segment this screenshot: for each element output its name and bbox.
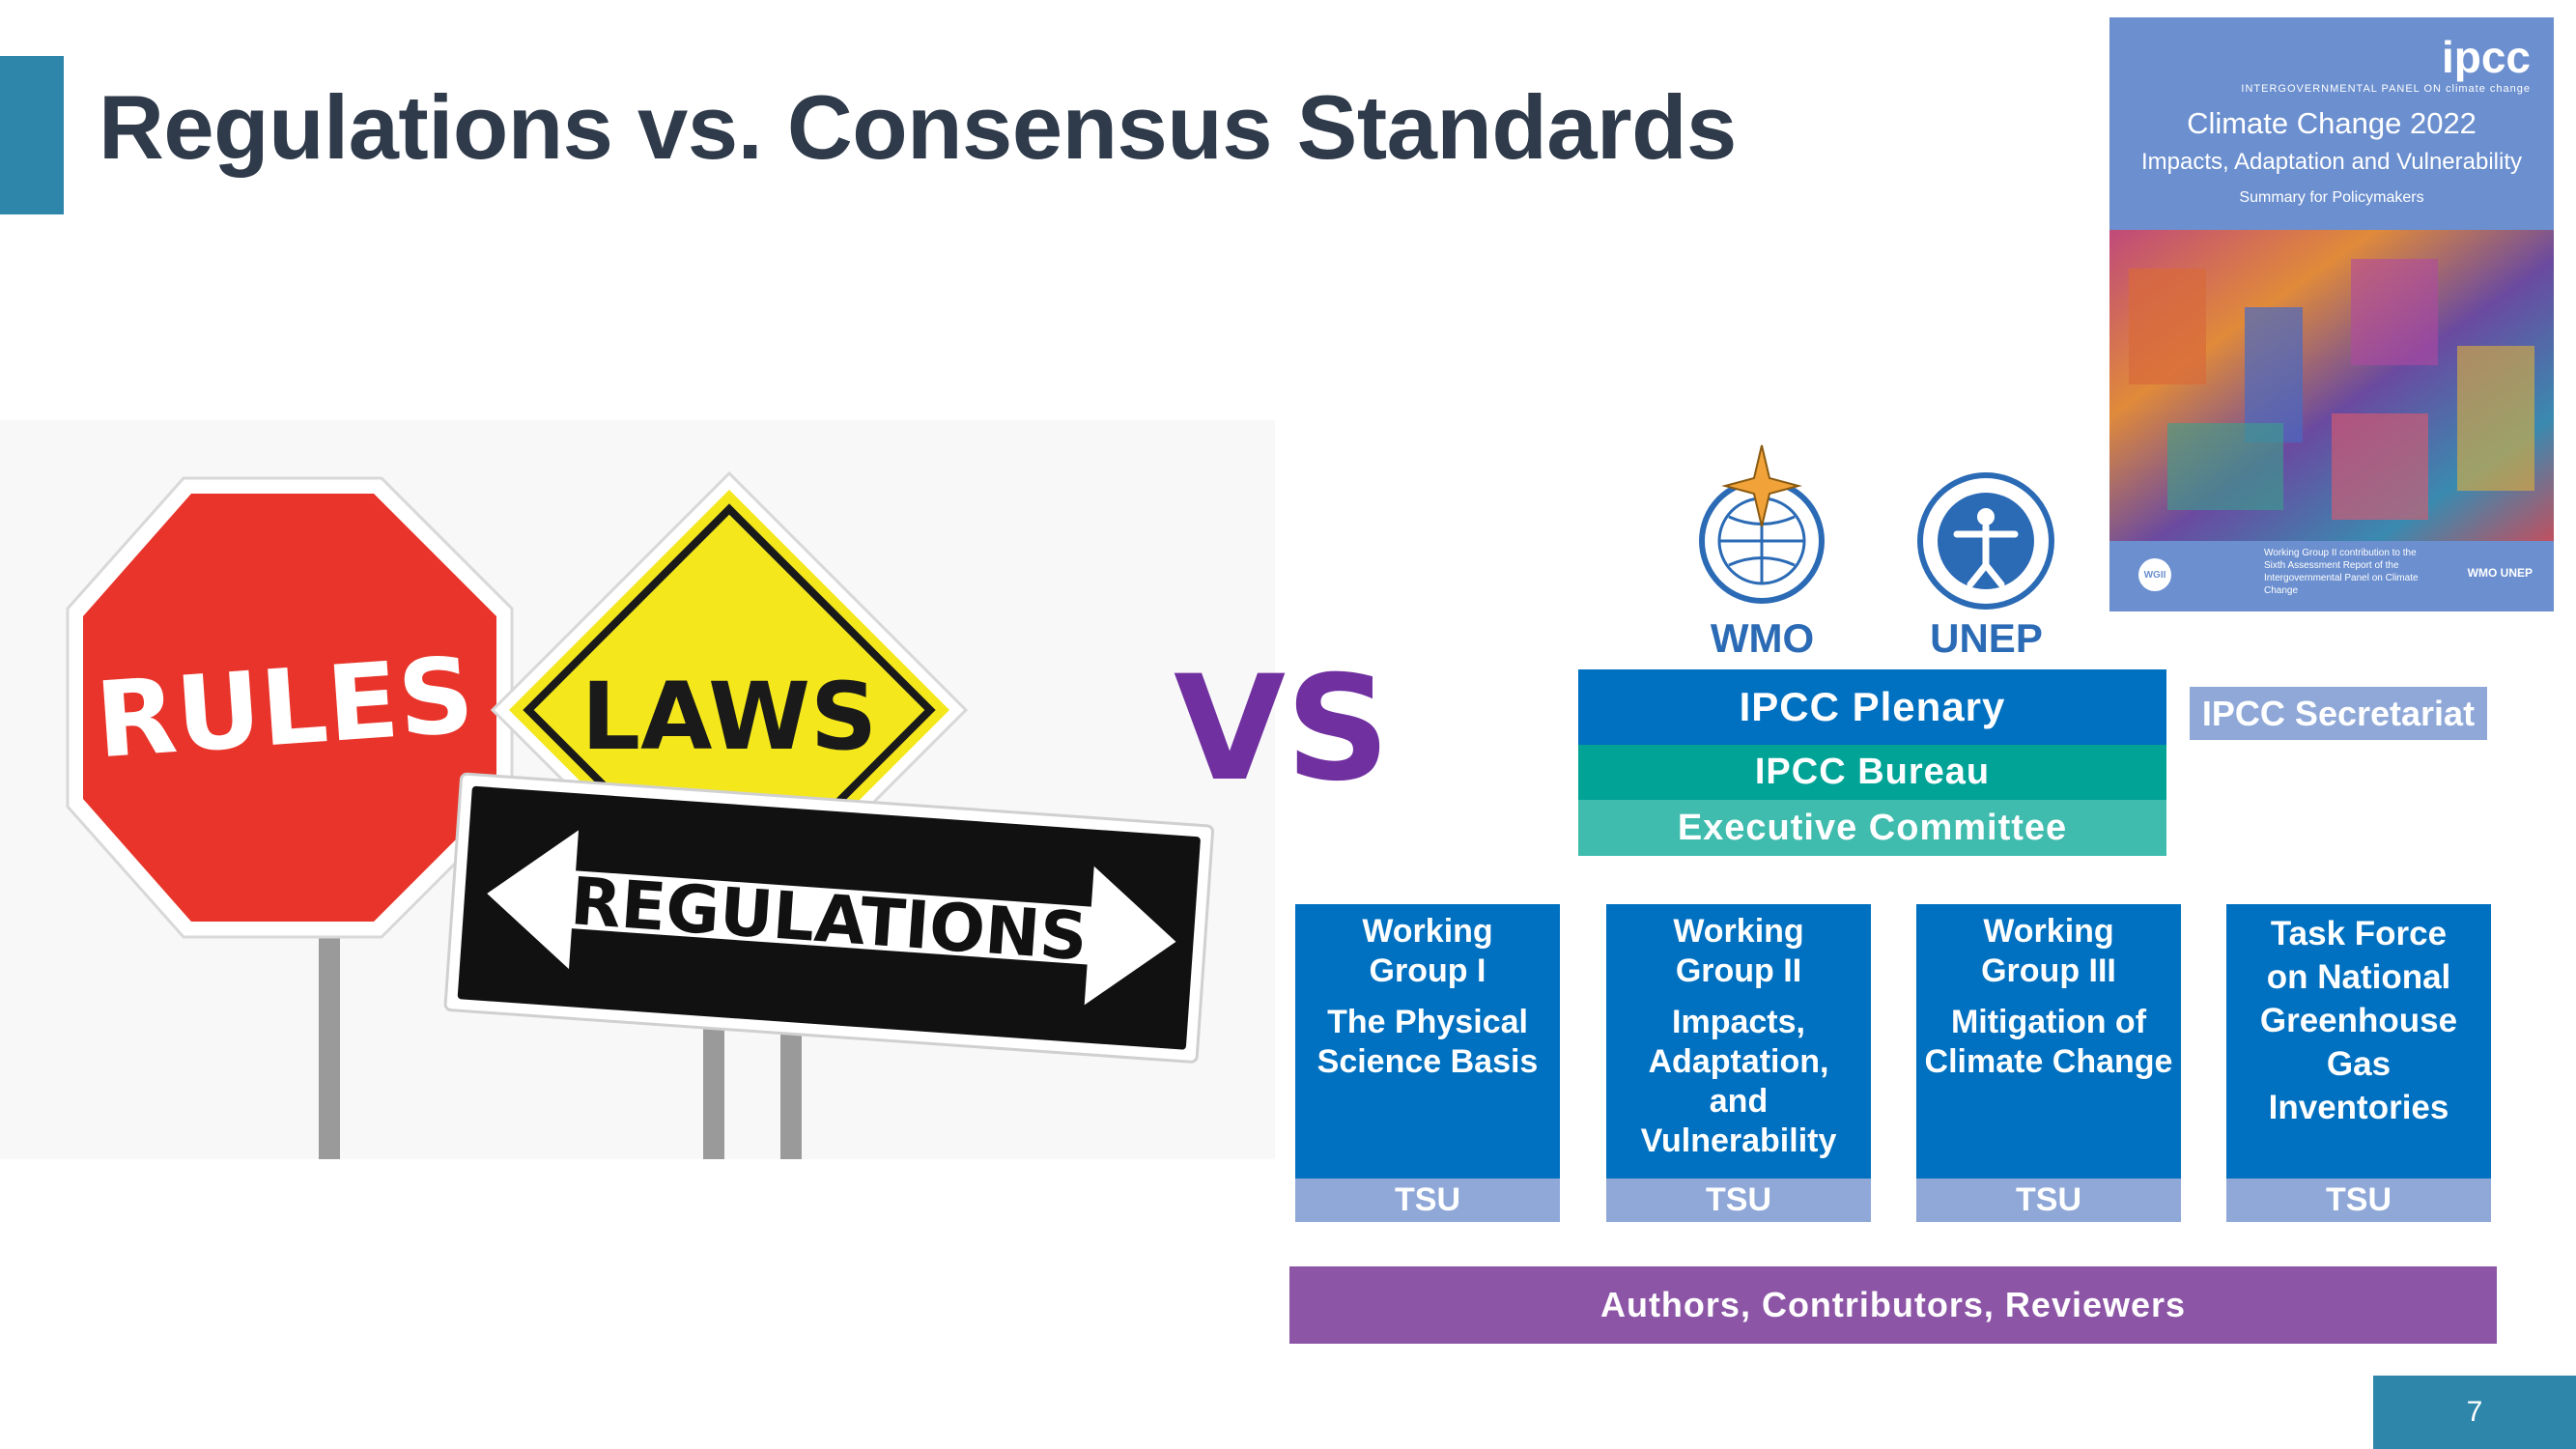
- unep-emblem-icon: [1917, 472, 2054, 610]
- wg-name: Working Group II: [1673, 913, 1804, 989]
- wmo-label: WMO: [1710, 615, 1815, 661]
- tsu-box: TSU: [1606, 1179, 1871, 1222]
- cover-artwork: [2109, 230, 2554, 541]
- regulations-sign: REGULATIONS: [443, 772, 1215, 1064]
- ipcc-secretariat: IPCC Secretariat: [2190, 687, 2487, 740]
- wmo-logo: WMO: [1673, 440, 1852, 662]
- vs-label: VS: [1174, 645, 1391, 813]
- wg-name: Working Group III: [1981, 913, 2116, 989]
- cover-spm: Summary for Policymakers: [2239, 189, 2424, 206]
- cover-partner-logos: WMO UNEP: [2467, 566, 2533, 580]
- laws-text: LAWS: [581, 663, 877, 771]
- authors-contributors-reviewers: Authors, Contributors, Reviewers: [1289, 1266, 2497, 1344]
- wg-name: Working Group I: [1362, 913, 1493, 989]
- tsu-box: TSU: [1295, 1179, 1560, 1222]
- working-group-3: Working Group III Mitigation of Climate …: [1916, 904, 2181, 1179]
- rules-text: RULES: [92, 636, 477, 782]
- ipcc-plenary: IPCC Plenary: [1578, 669, 2166, 745]
- cover-footer: Working Group II contribution to the Six…: [2264, 548, 2419, 596]
- title-accent-bar: [0, 56, 64, 214]
- tsu-box: TSU: [2226, 1179, 2491, 1222]
- rules-pole: [319, 874, 340, 1159]
- ipcc-logo: ipcc: [2441, 32, 2531, 82]
- ipcc-panel-text: INTERGOVERNMENTAL PANEL ON climate chang…: [2241, 83, 2531, 95]
- wgii-badge: WGII: [2138, 558, 2171, 591]
- signs-illustration: RULES LAWS REGULATIONS: [0, 420, 1275, 1159]
- tsu-box: TSU: [1916, 1179, 2181, 1222]
- unep-label: UNEP: [1930, 615, 2043, 661]
- report-cover: ipcc INTERGOVERNMENTAL PANEL ON climate …: [2109, 17, 2554, 611]
- unep-logo: UNEP: [1897, 440, 2076, 662]
- rules-sign: RULES: [66, 476, 514, 939]
- cover-title: Climate Change 2022: [2187, 106, 2477, 140]
- working-group-1: Working Group I The Physical Science Bas…: [1295, 904, 1560, 1179]
- slide-title: Regulations vs. Consensus Standards: [99, 76, 1737, 178]
- executive-committee: Executive Committee: [1578, 800, 2166, 856]
- wg-name: Task Force on National Greenhouse Gas In…: [2259, 915, 2458, 1126]
- ipcc-bureau: IPCC Bureau: [1578, 745, 2166, 800]
- wg-topic: Mitigation of Climate Change: [1924, 1004, 2173, 1080]
- wmo-emblem-icon: [1699, 444, 1825, 604]
- wg-topic: Impacts, Adaptation, and Vulnerability: [1640, 1004, 1837, 1159]
- page-number: 7: [2373, 1376, 2576, 1449]
- working-group-2: Working Group II Impacts, Adaptation, an…: [1606, 904, 1871, 1179]
- task-force-inventories: Task Force on National Greenhouse Gas In…: [2226, 904, 2491, 1179]
- cover-subtitle: Impacts, Adaptation and Vulnerability: [2140, 149, 2523, 175]
- wg-topic: The Physical Science Basis: [1316, 1004, 1539, 1080]
